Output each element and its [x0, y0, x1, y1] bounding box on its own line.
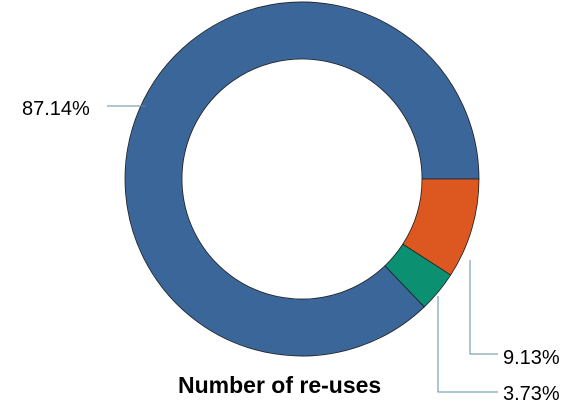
- slice-label-1: 87.14%: [22, 98, 90, 120]
- slice-label-3: 3.73%: [503, 383, 560, 405]
- donut-slice-3: [384, 243, 452, 308]
- donut-slice-1: [124, 1, 480, 357]
- leader-lines: [107, 105, 498, 393]
- leader-line-2: [469, 260, 498, 355]
- leader-line-3: [437, 296, 498, 393]
- slice-label-2: 9.13%: [503, 347, 560, 369]
- slice-labels: 87.14% 9.13% 3.73%: [22, 98, 560, 405]
- donut-slice-2: [402, 178, 480, 276]
- donut-slices: [124, 1, 480, 357]
- chart-title: Number of re-uses: [178, 372, 381, 398]
